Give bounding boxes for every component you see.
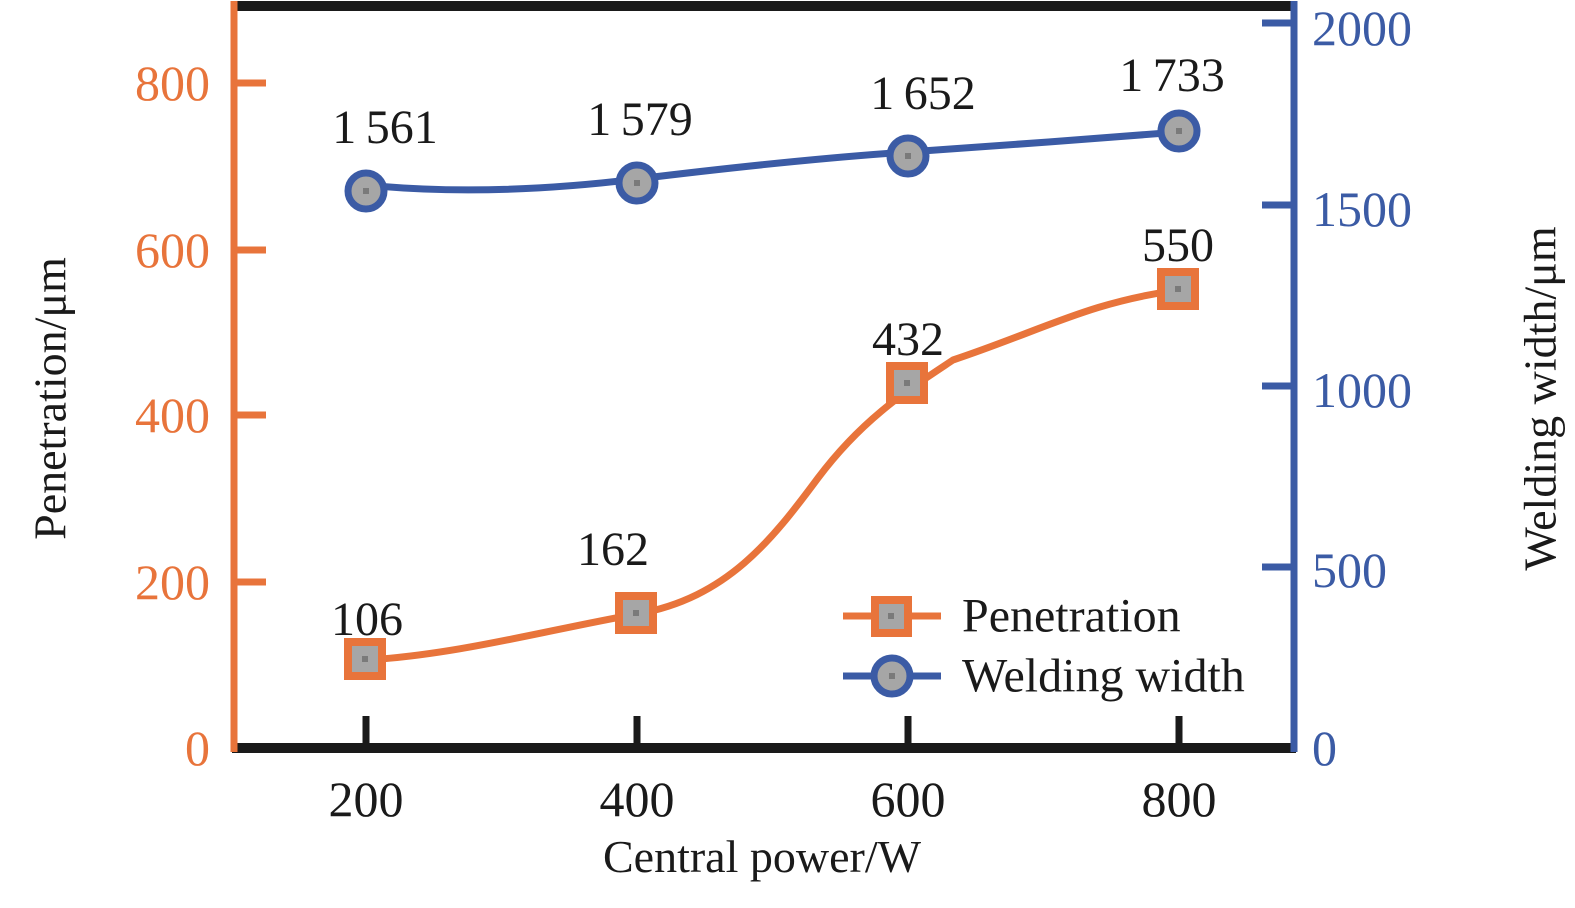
ytick-left-200: 200: [135, 554, 210, 610]
xtick-400: 400: [599, 771, 675, 827]
series-markers-welding-width: [344, 109, 1201, 213]
legend-item-penetration[interactable]: Penetration: [962, 589, 1181, 643]
ytick-left-0: 0: [185, 720, 210, 776]
data-label-penetration-600: 432: [872, 313, 944, 366]
ytick-right-1000: 1000: [1312, 362, 1412, 418]
xtick-200: 200: [328, 771, 404, 827]
ytick-left-800: 800: [135, 55, 210, 111]
x-axis-title: Central power/W: [602, 831, 922, 882]
xtick-800: 800: [1141, 771, 1217, 827]
data-label-welding-width-800: 1 733: [1119, 49, 1225, 102]
y-axis-right-title: Welding width/μm: [1514, 226, 1566, 571]
data-label-welding-width-600: 1 652: [870, 67, 976, 120]
ytick-right-1500: 1500: [1312, 181, 1412, 237]
series-line-penetration: [362, 286, 1183, 664]
left-axis-ticks: [234, 79, 266, 586]
legend-sample-penetration[interactable]: [843, 596, 941, 637]
data-label-penetration-200: 106: [331, 593, 403, 646]
ytick-right-0: 0: [1312, 720, 1337, 776]
bottom-axis-ticks: [362, 716, 1183, 748]
data-label-penetration-800: 550: [1142, 219, 1214, 272]
data-label-welding-width-400: 1 579: [587, 93, 693, 146]
xtick-600: 600: [870, 771, 946, 827]
legend-sample-welding-width[interactable]: [843, 654, 941, 698]
data-label-penetration-400: 162: [577, 523, 649, 576]
y-axis-left-title: Penetration/μm: [24, 257, 76, 540]
ytick-left-600: 600: [135, 222, 210, 278]
series-markers-penetration: [344, 268, 1199, 680]
ytick-left-400: 400: [135, 387, 210, 443]
series-line-welding-width: [362, 128, 1183, 194]
right-axis-ticks: [1262, 19, 1294, 571]
ytick-right-2000: 2000: [1312, 0, 1412, 56]
ytick-right-500: 500: [1312, 542, 1387, 598]
data-label-welding-width-200: 1 561: [332, 101, 438, 154]
legend-item-welding-width[interactable]: Welding width: [962, 649, 1245, 703]
